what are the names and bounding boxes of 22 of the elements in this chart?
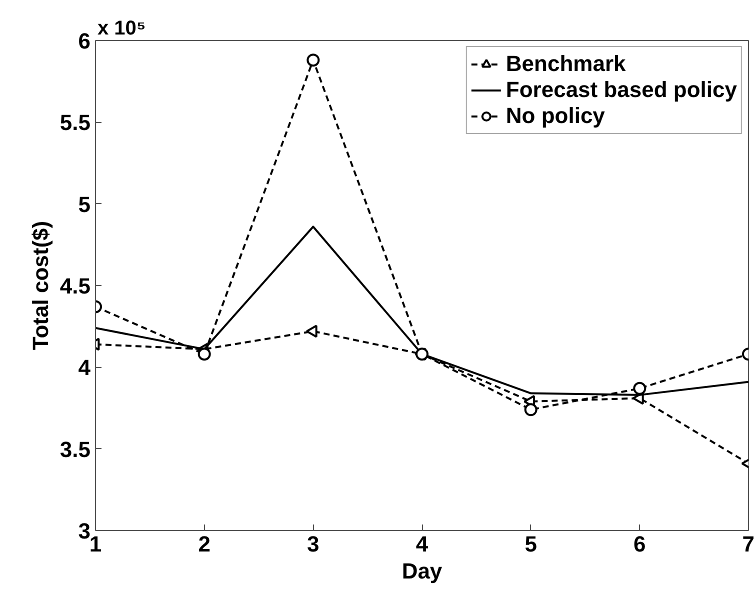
point (198, 348, 211, 361)
y-tick-label: 3.5 (60, 436, 91, 462)
x-tick-label: 3 (307, 532, 320, 556)
x-tick-label: 7 (742, 532, 754, 556)
y-tick-label: 5.5 (60, 110, 91, 136)
x-tick-label: 4 (416, 532, 429, 556)
text: x 10⁵ (98, 18, 146, 40)
x-tick-label: 2 (198, 532, 210, 556)
y-tick-label: 6 (78, 28, 91, 54)
y-tick-label: 4 (78, 355, 92, 380)
x-tick-label: 6 (634, 532, 646, 556)
legend-label: Benchmark (506, 51, 626, 77)
y-tick-label: 4.5 (60, 274, 91, 298)
x-axis-title: Day (402, 558, 443, 584)
point (524, 403, 538, 416)
y-axis-title: Total cost($) (28, 220, 53, 350)
y-tick-label: 5 (78, 192, 91, 217)
x-tick-label: 5 (524, 532, 537, 556)
point (306, 54, 320, 67)
legend-label: No policy (506, 103, 605, 129)
x-tick-label: 1 (89, 532, 102, 556)
legend-label: Forecast based policy (506, 77, 737, 103)
